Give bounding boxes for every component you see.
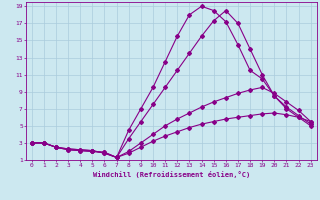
X-axis label: Windchill (Refroidissement éolien,°C): Windchill (Refroidissement éolien,°C) <box>92 171 250 178</box>
